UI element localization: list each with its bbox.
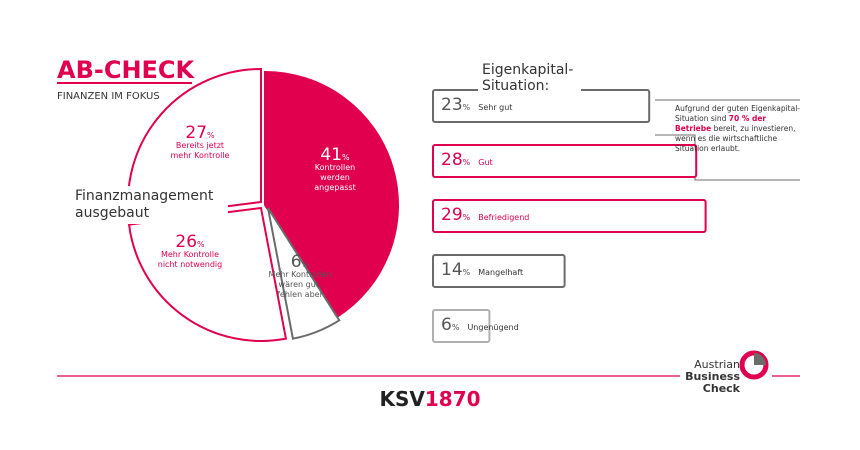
slice-label: 27% Bereits jetzt mehr Kontrolle <box>165 125 235 161</box>
slice-unit: % <box>301 260 310 269</box>
slice-category: Mehr Kontrolle nicht notwendig <box>157 250 223 269</box>
slice-value: 41% <box>300 147 370 164</box>
annotation-text: bereit, zu investieren, wenn es die wirt… <box>675 124 796 153</box>
box <box>432 199 707 233</box>
box-number: 6 <box>441 315 452 335</box>
slice-value: 6% <box>265 254 335 271</box>
logo-text: Check <box>703 382 741 395</box>
box <box>432 254 566 288</box>
slice-unit: % <box>207 131 215 140</box>
box-number: 14 <box>441 260 463 280</box>
pie-slice <box>267 207 341 340</box>
box-number: 23 <box>441 95 463 115</box>
logo-segment <box>754 353 766 365</box>
brand: KSV1870 <box>379 387 480 411</box>
annotation-highlight: 70 % der Betriebe <box>675 114 767 133</box>
brand-number: 1870 <box>425 387 481 411</box>
box <box>432 144 698 178</box>
slice-label: 41% Kontrollen werden angepasst <box>300 147 370 193</box>
box-unit: % <box>451 323 460 332</box>
logo-text: Business <box>685 370 740 383</box>
slice-unit: % <box>197 240 205 249</box>
slice-label: 26% Mehr Kontrolle nicht notwendig <box>155 234 225 270</box>
box-category: Sehr gut <box>478 103 513 112</box>
annotation-text: Aufgrund der guten Eigenkapital-Situatio… <box>675 104 800 123</box>
box-unit: % <box>462 158 471 167</box>
slice-number: 27 <box>185 123 208 143</box>
page-subtitle: FINANZEN IM FOKUS <box>57 91 160 102</box>
box-label: 29% Befriedigend <box>441 205 529 225</box>
box-number: 29 <box>441 205 463 225</box>
box-unit: % <box>462 213 471 222</box>
box-unit: % <box>462 103 471 112</box>
annotation: Aufgrund der guten Eigenkapital-Situatio… <box>675 104 800 154</box>
slice-label: 6% Mehr Kontrollen wären gut, fehlen aber <box>265 254 335 300</box>
brand-main: KSV <box>379 387 425 411</box>
box-label: 14% Mangelhaft <box>441 260 523 280</box>
slice-value: 27% <box>165 125 235 142</box>
slice-category: Mehr Kontrollen wären gut, fehlen aber <box>268 270 332 299</box>
box-number: 28 <box>441 150 463 170</box>
slice-number: 26 <box>175 232 198 252</box>
slice-number: 6 <box>290 252 302 272</box>
box-category: Gut <box>478 158 493 167</box>
pie-title: Finanzmanagement ausgebaut <box>72 186 228 224</box>
logo-text: Austrian <box>694 358 740 371</box>
page-title: AB-CHECK <box>57 56 196 84</box>
slice-number: 41 <box>320 145 343 165</box>
bar-title: Eigenkapital-Situation: <box>478 62 581 94</box>
slice-category: Bereits jetzt mehr Kontrolle <box>170 141 230 160</box>
slice-category: Kontrollen werden angepasst <box>314 163 356 192</box>
slice-unit: % <box>342 153 350 162</box>
slice-value: 26% <box>155 234 225 251</box>
box-label: 23% Sehr gut <box>441 95 512 115</box>
box-category: Befriedigend <box>478 213 530 222</box>
box-unit: % <box>462 268 471 277</box>
box-label: 28% Gut <box>441 150 493 170</box>
box-category: Ungenügend <box>467 323 519 332</box>
box-category: Mangelhaft <box>478 268 524 277</box>
box-label: 6% Ungenügend <box>441 315 519 335</box>
pie-slice <box>127 206 288 342</box>
box <box>432 309 491 343</box>
